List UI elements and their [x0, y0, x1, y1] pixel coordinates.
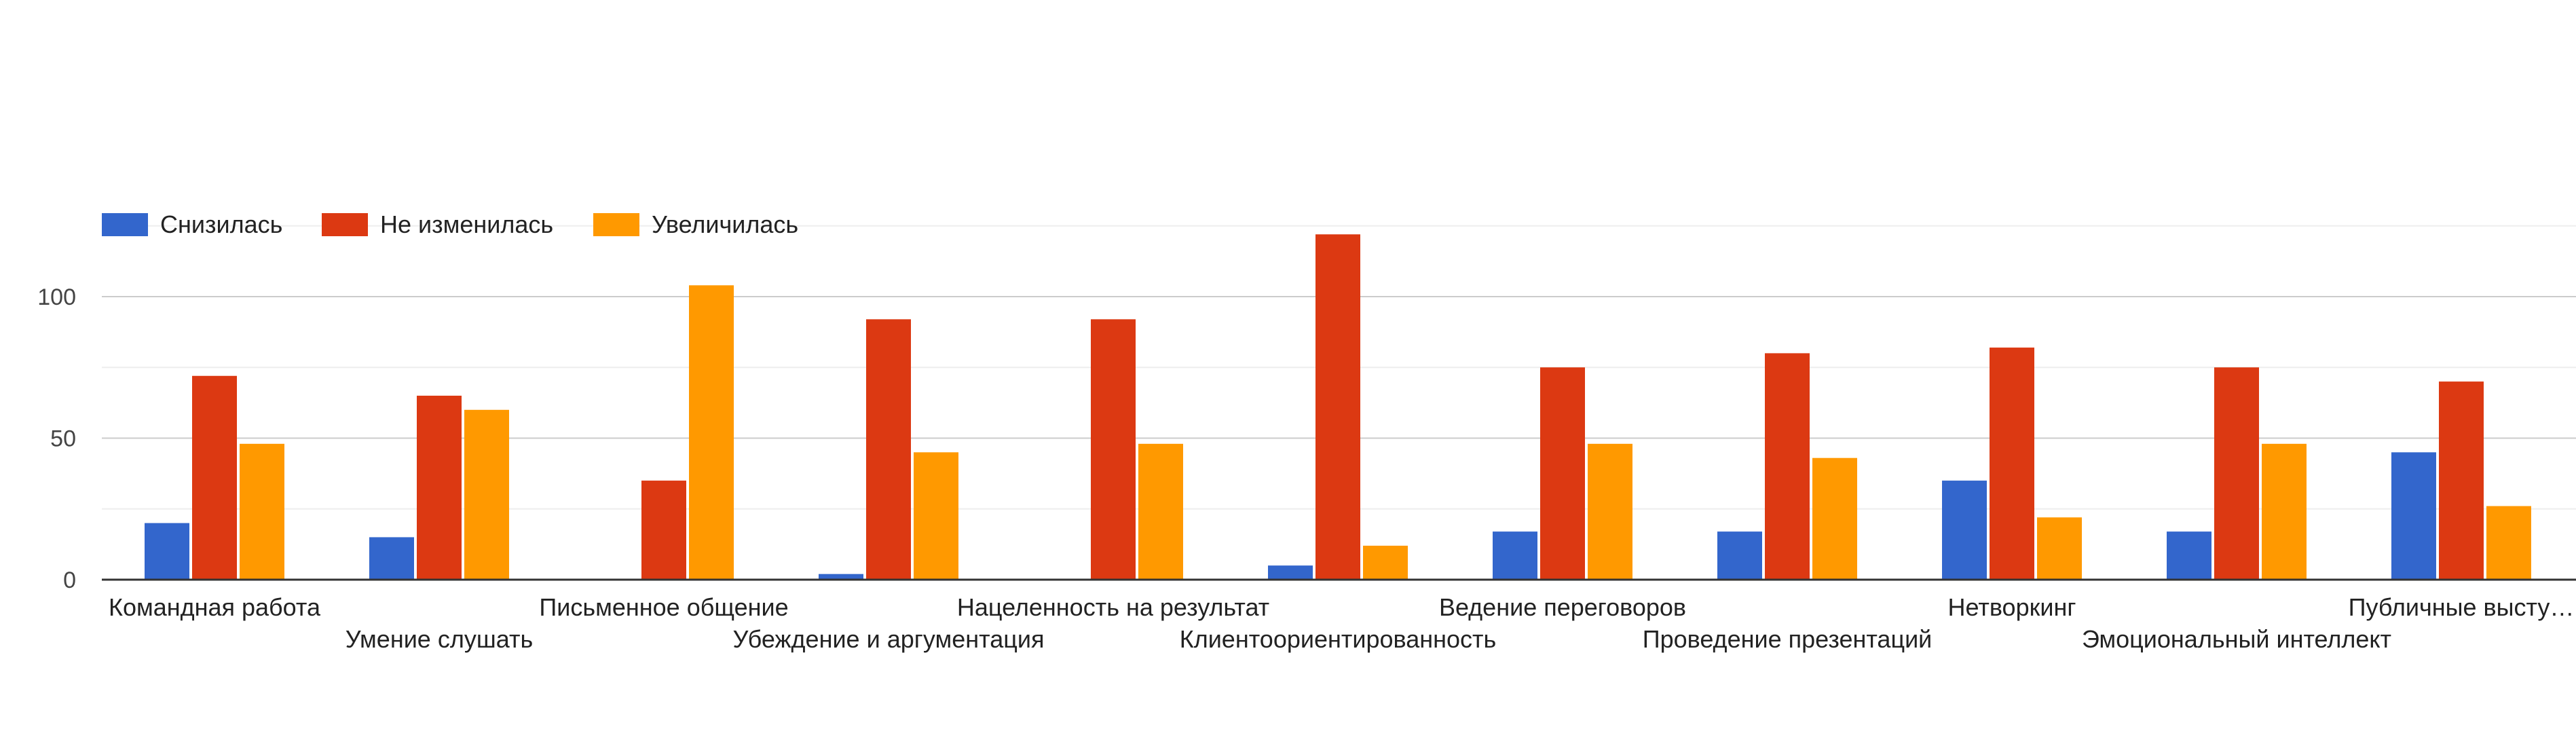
- legend-swatch: [102, 213, 148, 236]
- x-tick-label: Нацеленность на результат: [957, 593, 1269, 621]
- x-tick-label: Клиентоориентированность: [1180, 625, 1497, 653]
- bar[interactable]: [1717, 531, 1762, 580]
- y-tick-label: 50: [50, 426, 76, 452]
- bar[interactable]: [1765, 353, 1810, 580]
- x-tick-label: Проведение презентаций: [1643, 625, 1933, 653]
- bar[interactable]: [2167, 531, 2211, 580]
- legend-item[interactable]: Снизилась: [102, 210, 283, 238]
- bar[interactable]: [192, 375, 237, 580]
- bar[interactable]: [1315, 234, 1360, 580]
- bar[interactable]: [1493, 531, 1537, 580]
- x-tick-label: Нетворкинг: [1948, 593, 2076, 621]
- bar[interactable]: [145, 523, 189, 580]
- bar[interactable]: [369, 537, 414, 580]
- x-tick-label: Эмоциональный интеллект: [2082, 625, 2391, 653]
- legend-swatch: [593, 213, 639, 236]
- x-tick-label: Письменное общение: [539, 593, 788, 621]
- bars: [145, 234, 2531, 580]
- x-tick-label: Ведение переговоров: [1439, 593, 1686, 621]
- legend-label: Не изменилась: [380, 210, 554, 238]
- y-axis-ticks: 0 50 100: [37, 284, 76, 593]
- bar[interactable]: [1540, 367, 1585, 580]
- bar[interactable]: [2037, 517, 2082, 580]
- bar[interactable]: [866, 319, 911, 580]
- legend-label: Увеличилась: [652, 210, 799, 238]
- legend-swatch: [322, 213, 368, 236]
- bar[interactable]: [1990, 348, 2034, 580]
- x-tick-label: Командная работа: [109, 593, 321, 621]
- bar[interactable]: [2214, 367, 2259, 580]
- bar[interactable]: [819, 574, 863, 580]
- legend-item[interactable]: Не изменилась: [322, 210, 554, 238]
- bar[interactable]: [464, 409, 509, 580]
- bar[interactable]: [2486, 506, 2531, 580]
- bar[interactable]: [914, 452, 958, 580]
- bar[interactable]: [1588, 443, 1632, 580]
- legend-label: Снизилась: [160, 210, 283, 238]
- bar[interactable]: [240, 443, 284, 580]
- bar[interactable]: [689, 285, 734, 580]
- bar[interactable]: [2391, 452, 2436, 580]
- bar[interactable]: [1091, 319, 1136, 580]
- bar[interactable]: [1812, 457, 1857, 580]
- x-axis-labels: Командная работа Умение слушатьПисьменное…: [109, 593, 2574, 653]
- x-tick-label: Убеждение и аргументация: [733, 625, 1045, 653]
- bar[interactable]: [417, 395, 462, 580]
- bar[interactable]: [1268, 565, 1313, 580]
- x-tick-label: Публичные высту…: [2349, 593, 2575, 621]
- y-tick-label: 0: [63, 567, 76, 593]
- bar[interactable]: [1138, 443, 1183, 580]
- bar[interactable]: [1942, 481, 1987, 580]
- bar[interactable]: [641, 481, 686, 580]
- x-tick-label: Умение слушать: [346, 625, 533, 653]
- legend-item[interactable]: Увеличилась: [593, 210, 799, 238]
- bar[interactable]: [1363, 545, 1408, 580]
- bar[interactable]: [2439, 381, 2484, 580]
- y-tick-label: 100: [37, 284, 76, 310]
- bar[interactable]: [2262, 443, 2307, 580]
